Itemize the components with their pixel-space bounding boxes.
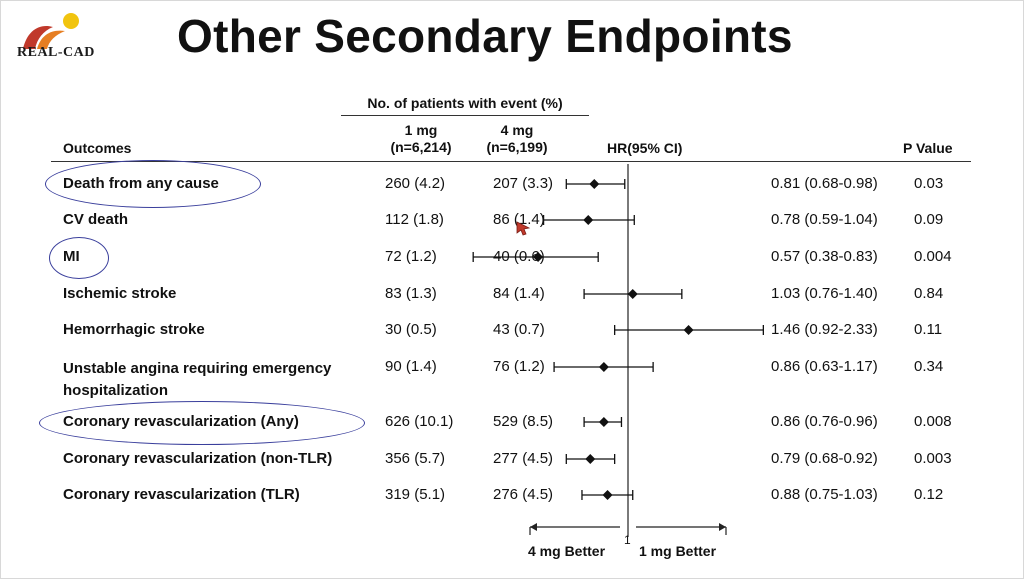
highlight-oval-mi (49, 237, 109, 279)
outcome-label: Ischemic stroke (63, 285, 177, 302)
hr-ci-value: 0.57 (0.38-0.83) (771, 248, 878, 265)
col-1mg-header: 1 mg (n=6,214) (390, 122, 452, 155)
outcomes-header: Outcomes (63, 140, 132, 156)
favors-left-arrowhead (530, 523, 537, 531)
hr-point (583, 215, 594, 225)
outcome-label: CV death (63, 211, 129, 228)
cursor-pointer-icon (516, 221, 531, 236)
hr-point (533, 252, 544, 262)
highlight-oval-coronary (39, 401, 365, 445)
highlight-oval-death (45, 160, 261, 208)
outcome-label: Unstable angina requiring emergency hosp… (63, 360, 332, 399)
hr-ci-value: 1.46 (0.92-2.33) (771, 321, 878, 338)
hr-point (598, 362, 609, 372)
dose1-value: 83 (1.3) (385, 285, 437, 302)
dose4-value: 276 (4.5) (493, 486, 554, 503)
favors-left-label: 4 mg Better (528, 543, 606, 559)
col-4mg-header: 4 mg (n=6,199) (486, 122, 548, 155)
dose1-value: 319 (5.1) (385, 486, 446, 503)
hr-ci-value: 0.81 (0.68-0.98) (771, 175, 878, 192)
dose1-value: 626 (10.1) (385, 413, 454, 430)
favors-right-label: 1 mg Better (639, 543, 717, 559)
outcome-label: Hemorrhagic stroke (63, 321, 205, 338)
pvalue-header: P Value (903, 140, 953, 156)
dose1-value: 72 (1.2) (385, 248, 437, 265)
dose1-value: 90 (1.4) (385, 358, 437, 375)
hr-ci-value: 0.86 (0.76-0.96) (771, 413, 878, 430)
hr-point (627, 289, 638, 299)
p-value: 0.12 (914, 486, 944, 503)
p-value: 0.003 (914, 450, 952, 467)
outcome-label: Coronary revascularization (TLR) (63, 486, 300, 503)
hr-ci-value: 0.88 (0.75-1.03) (771, 486, 878, 503)
dose1-value: 112 (1.8) (385, 211, 444, 228)
dose1-value: 30 (0.5) (385, 321, 437, 338)
p-value: 0.34 (914, 358, 944, 375)
dose4-value: 76 (1.2) (493, 358, 545, 375)
hr-ci-value: 0.79 (0.68-0.92) (771, 450, 878, 467)
p-value: 0.11 (914, 321, 943, 338)
page-title: Other Secondary Endpoints (177, 10, 793, 62)
p-value: 0.008 (914, 413, 952, 430)
hr-point (598, 417, 609, 427)
hr-point (585, 454, 596, 464)
p-value: 0.03 (914, 175, 944, 192)
event-header: No. of patients with event (%) (367, 95, 563, 111)
dose4-value: 207 (3.3) (493, 175, 554, 192)
dose4-value: 529 (8.5) (493, 413, 554, 430)
hr-point (589, 179, 600, 189)
reference-tick-label: 1 (624, 533, 631, 547)
event-header-rule (341, 115, 589, 116)
p-value: 0.84 (914, 285, 944, 302)
outcome-label: Coronary revascularization (non-TLR) (63, 450, 333, 467)
dose1-value: 260 (4.2) (385, 175, 446, 192)
p-value: 0.09 (914, 211, 944, 228)
hr-ci-value: 0.86 (0.63-1.17) (771, 358, 878, 375)
p-value: 0.004 (914, 248, 952, 265)
hr-header: HR(95% CI) (607, 140, 683, 156)
dose4-value: 84 (1.4) (493, 285, 545, 302)
hr-point (683, 325, 694, 335)
logo-wordmark: REAL-CAD (17, 45, 95, 60)
header-rule (51, 161, 971, 162)
favors-right-arrowhead (719, 523, 726, 531)
dose4-value: 277 (4.5) (493, 450, 554, 467)
real-cad-logo (9, 9, 99, 79)
hr-ci-value: 1.03 (0.76-1.40) (771, 285, 878, 302)
hr-ci-value: 0.78 (0.59-1.04) (771, 211, 878, 228)
dose1-value: 356 (5.7) (385, 450, 446, 467)
hr-point (602, 490, 613, 500)
dose4-value: 86 (1.4) (493, 211, 545, 228)
dose4-value: 43 (0.7) (493, 321, 545, 338)
